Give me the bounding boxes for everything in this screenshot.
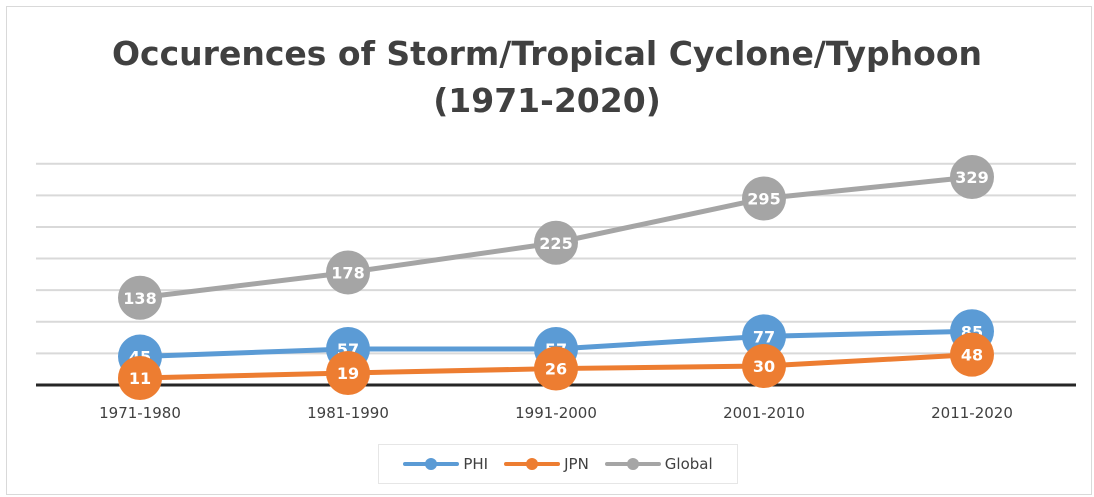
data-label: 30 <box>753 357 775 376</box>
x-tick-label: 1971-1980 <box>99 404 181 422</box>
chart-title-line-2: (1971-2020) <box>433 81 661 120</box>
legend-swatch <box>604 456 661 472</box>
data-label: 295 <box>747 189 780 208</box>
legend-swatch <box>403 456 460 472</box>
data-point <box>118 356 162 401</box>
chart-title: Occurences of Storm/Tropical Cyclone/Typ… <box>0 30 1094 124</box>
data-point <box>742 176 786 221</box>
legend-item-phi: PHI <box>403 455 488 473</box>
series-jpn: 11 19 26 30 48 <box>118 332 994 401</box>
data-label: 48 <box>961 346 983 365</box>
legend-label: JPN <box>564 455 589 473</box>
chart-legend: PHI JPN Global <box>378 444 738 484</box>
legend-item-jpn: JPN <box>504 455 589 473</box>
data-point <box>534 220 578 265</box>
legend-item-global: Global <box>604 455 713 473</box>
x-tick-label: 1991-2000 <box>515 404 597 422</box>
data-point <box>950 332 994 377</box>
x-tick-label: 2001-2010 <box>723 404 805 422</box>
data-point <box>118 275 162 320</box>
data-label: 11 <box>129 369 151 388</box>
legend-label: PHI <box>463 455 489 473</box>
series-global: 138 178 225 295 329 <box>118 155 994 320</box>
data-label: 178 <box>331 263 364 282</box>
chart-title-line-1: Occurences of Storm/Tropical Cyclone/Typ… <box>112 34 982 73</box>
data-label: 225 <box>539 234 572 253</box>
data-point <box>742 344 786 389</box>
data-point <box>326 250 370 295</box>
data-point <box>950 155 994 199</box>
data-label: 19 <box>337 364 359 383</box>
data-point <box>534 346 578 391</box>
data-label: 329 <box>955 168 988 187</box>
x-tick-labels: 1971-1980 1981-1990 1991-2000 2001-2010 2011… <box>99 404 1013 422</box>
legend-swatch <box>504 456 561 472</box>
x-tick-label: 2011-2020 <box>931 404 1013 422</box>
x-tick-label: 1981-1990 <box>307 404 389 422</box>
data-label: 138 <box>123 289 156 308</box>
legend-label: Global <box>664 455 713 473</box>
data-label: 26 <box>545 360 567 379</box>
data-label: 77 <box>753 327 775 346</box>
series-lines: 13817822529532945575777851119263048 <box>118 155 994 401</box>
data-point <box>326 350 370 395</box>
